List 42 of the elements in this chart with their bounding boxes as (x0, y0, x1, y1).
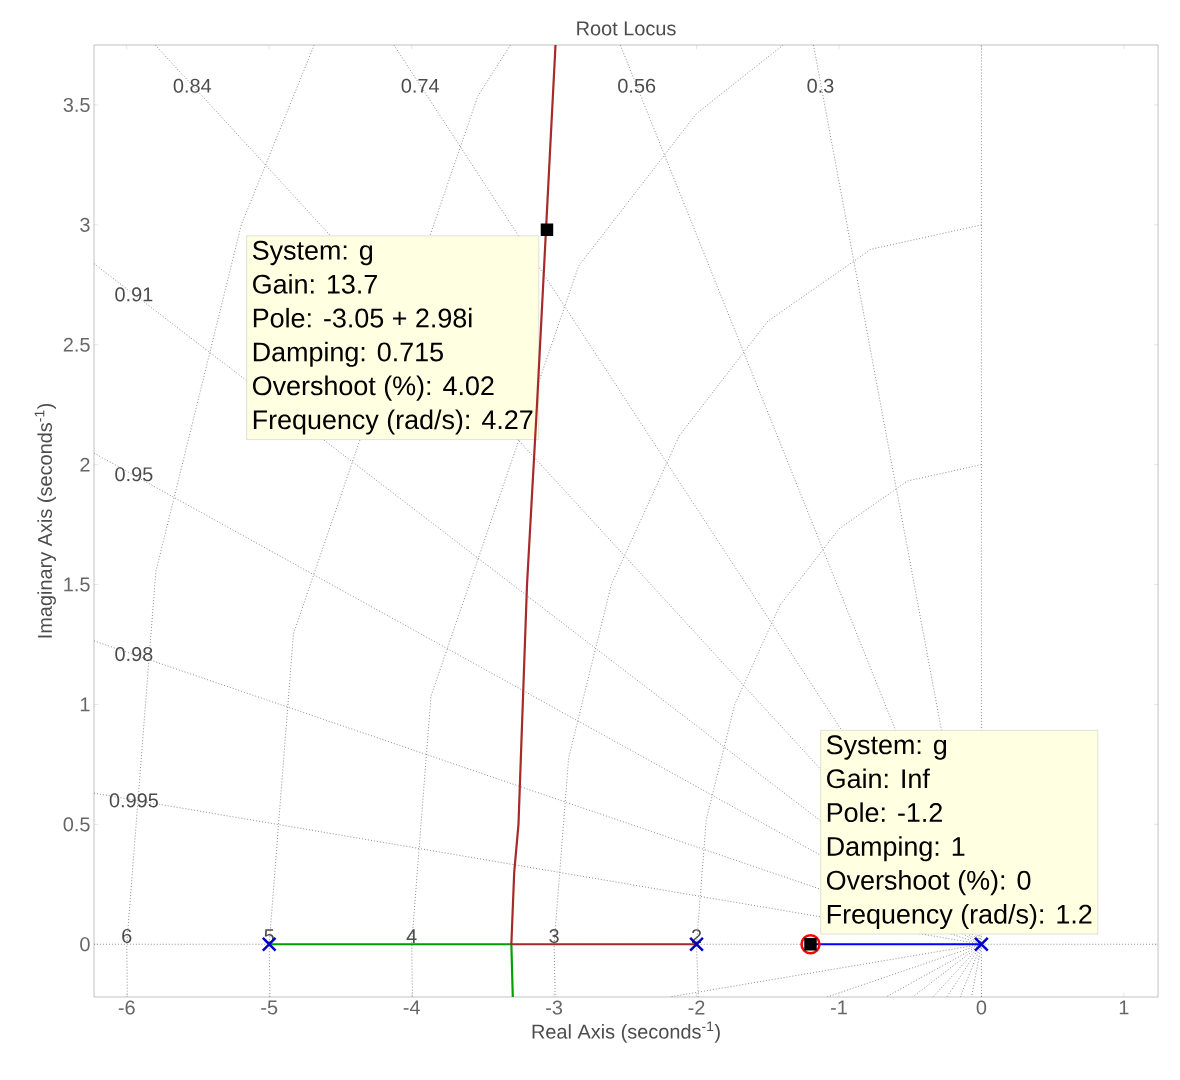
y-axis-title: Imaginary Axis (seconds$^{-1}$) (34, 403, 56, 638)
annotation: System: g (252, 240, 373, 266)
annotation: Overshoot (%): 4.02 (252, 375, 494, 401)
x-tick-label: -1 (831, 1000, 847, 1015)
x-tick-label: -3 (546, 1000, 563, 1015)
annotation: Gain: 13.7 (253, 273, 377, 294)
annotation: 0.3 (807, 78, 834, 93)
y-tick-label: 1 (80, 697, 90, 712)
y-tick-label: 3 (80, 217, 90, 232)
x-tick-label: 0 (976, 1000, 987, 1015)
annotation: Damping: 1 (827, 836, 965, 862)
x-tick-label: -2 (688, 1000, 705, 1015)
annotation: Gain: Inf (827, 768, 930, 789)
x-tick-label: -6 (118, 1000, 135, 1015)
annotation: 0.74 (401, 78, 439, 93)
x-tick-label: 1 (1119, 1000, 1129, 1015)
annotation: 0.95 (115, 467, 153, 482)
annotation: 6 (122, 928, 132, 944)
annotation: 0.56 (618, 78, 656, 93)
x-tick-label: -4 (403, 1000, 420, 1015)
annotation: Frequency (rad/s): 4.27 (253, 409, 533, 435)
annotation: Damping: 0.715 (253, 341, 443, 367)
x-axis-title: Real Axis (seconds$^{-1}$) (532, 1021, 720, 1043)
annotation: 0.995 (109, 793, 158, 808)
annotation: 0.98 (115, 647, 153, 662)
annotation: 0.91 (115, 287, 153, 302)
annotation: System: g (826, 735, 947, 760)
y-tick-label: 0 (80, 937, 90, 952)
x-tick-label: -5 (261, 1000, 278, 1015)
annotation: 4 (406, 929, 417, 944)
y-tick-label: 2 (80, 457, 90, 472)
y-tick-label: 1.5 (64, 577, 90, 592)
annotation: 3 (549, 928, 559, 944)
annotation: Pole: -3.05 + 2.98i (253, 307, 472, 328)
annotation: 0.84 (173, 78, 212, 93)
annotation: Pole: -1.2 (827, 802, 942, 823)
chart-title: Root Locus (577, 21, 676, 36)
y-tick-label: 2.5 (63, 337, 90, 352)
annotation: Frequency (rad/s): 1.2 (827, 903, 1092, 930)
annotation: Overshoot (%): 0 (826, 870, 1031, 896)
y-tick-label: 3.5 (63, 97, 90, 112)
y-tick-label: 0.5 (63, 817, 90, 832)
